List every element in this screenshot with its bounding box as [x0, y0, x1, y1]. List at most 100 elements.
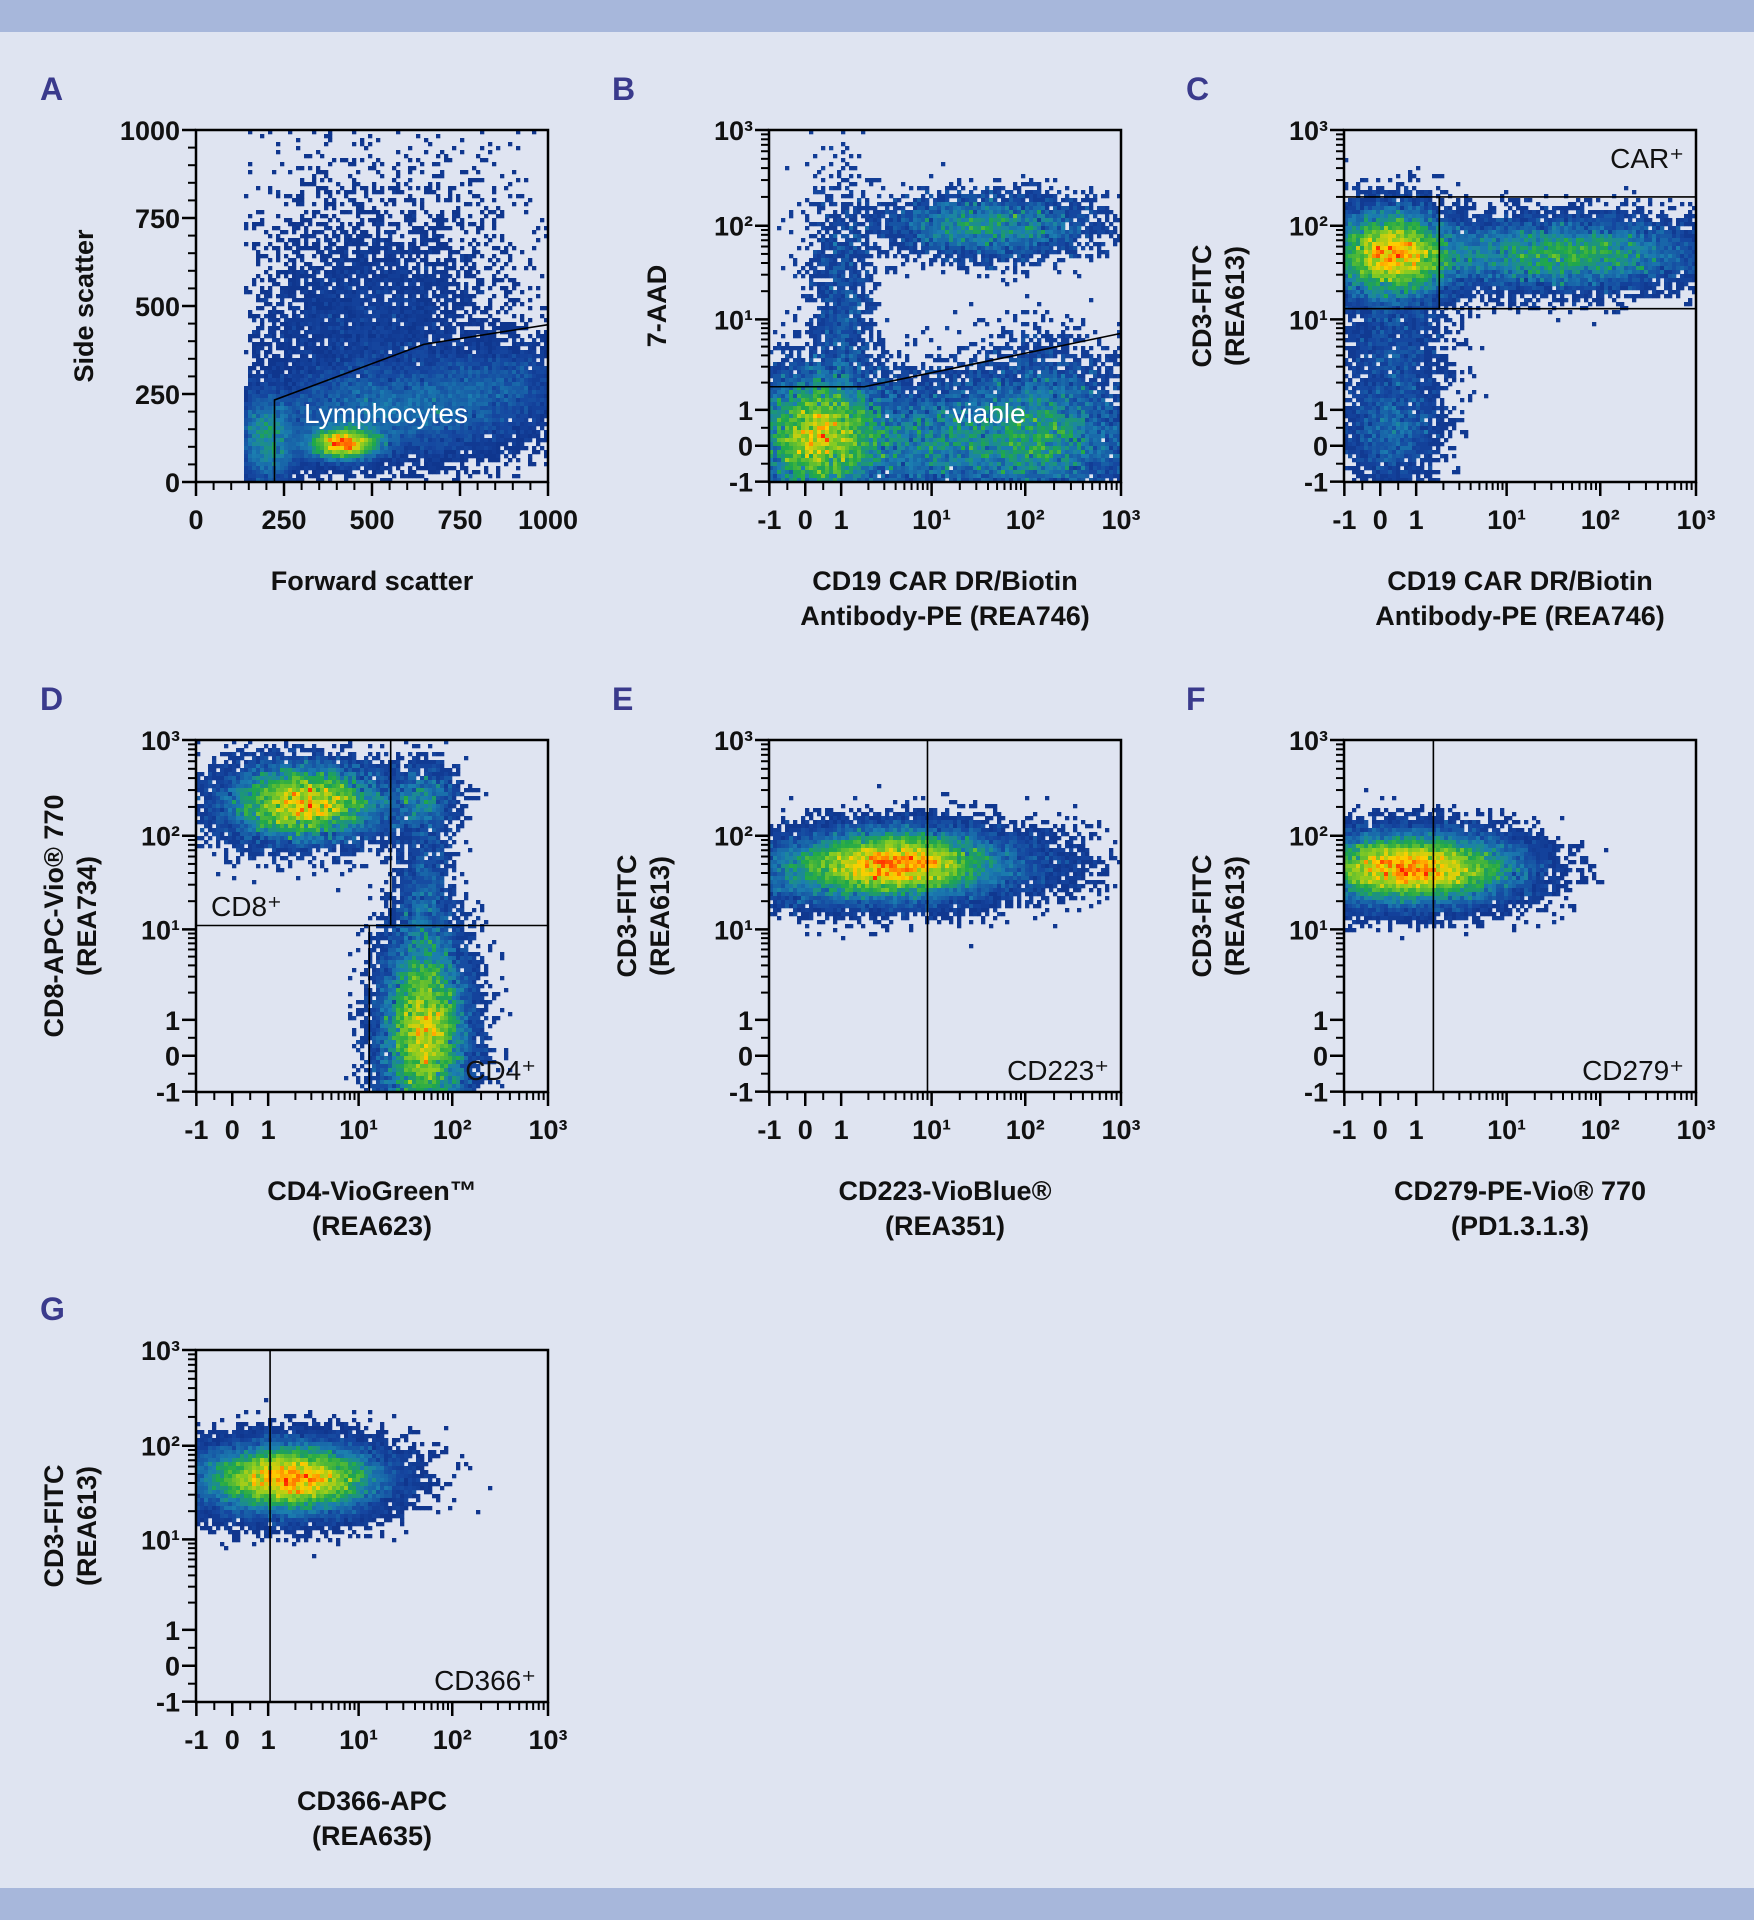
density-cell [388, 318, 392, 322]
density-cell [320, 338, 324, 342]
density-cell [356, 246, 360, 250]
density-cell [260, 298, 264, 302]
density-cell [312, 214, 316, 218]
density-cell [460, 182, 464, 186]
density-cell [336, 190, 340, 194]
density-cell [300, 334, 304, 338]
density-cell [268, 278, 272, 282]
density-cell [540, 314, 544, 318]
density-cell [344, 282, 348, 286]
density-cell [424, 302, 428, 306]
density-cell [332, 310, 336, 314]
density-cell [468, 362, 472, 366]
density-cell [344, 158, 348, 162]
density-cell [496, 310, 500, 314]
density-cell [452, 214, 456, 218]
density-cell [368, 326, 372, 330]
density-cell [348, 190, 352, 194]
density-cell [344, 294, 348, 298]
density-cell [480, 338, 484, 342]
density-cell [324, 370, 328, 374]
density-cell [428, 262, 432, 266]
density-cell [396, 310, 400, 314]
density-cell [520, 338, 524, 342]
density-cell [360, 314, 364, 318]
density-cell [384, 274, 388, 278]
density-cell [336, 302, 340, 306]
density-cell [328, 318, 332, 322]
density-cell [492, 262, 496, 266]
density-cell [280, 230, 284, 234]
density-cell [516, 370, 520, 374]
density-cell [312, 178, 316, 182]
density-cell [280, 334, 284, 338]
density-cell [312, 334, 316, 338]
density-cell [324, 306, 328, 310]
density-cell [328, 274, 332, 278]
density-cell [252, 318, 256, 322]
density-cell [468, 242, 472, 246]
density-cell [488, 238, 492, 242]
density-cell [456, 358, 460, 362]
density-cell [420, 302, 424, 306]
density-cell [320, 366, 324, 370]
density-cell [472, 330, 476, 334]
density-cell [316, 298, 320, 302]
density-cell [292, 326, 296, 330]
density-cell [400, 366, 404, 370]
density-cell [528, 298, 532, 302]
density-cell [352, 298, 356, 302]
density-cell [400, 370, 404, 374]
density-cell [356, 206, 360, 210]
density-cell [488, 258, 492, 262]
density-cell [356, 358, 360, 362]
density-cell [276, 246, 280, 250]
density-cell [404, 330, 408, 334]
density-cell [436, 234, 440, 238]
density-cell [376, 290, 380, 294]
density-cell [432, 246, 436, 250]
density-cell [380, 370, 384, 374]
density-cell [460, 354, 464, 358]
density-cell [392, 358, 396, 362]
density-cell [536, 238, 540, 242]
density-cell [328, 254, 332, 258]
density-cell [296, 362, 300, 366]
density-cell [324, 190, 328, 194]
density-cell [420, 250, 424, 254]
density-cell [400, 210, 404, 214]
density-cell [396, 290, 400, 294]
density-cell [448, 350, 452, 354]
density-cell [460, 326, 464, 330]
density-cell [452, 290, 456, 294]
density-cell [380, 310, 384, 314]
density-cell [452, 326, 456, 330]
density-cell [268, 302, 272, 306]
density-cell [416, 254, 420, 258]
density-cell [416, 350, 420, 354]
density-cell [468, 190, 472, 194]
density-cell [500, 358, 504, 362]
density-cell [376, 334, 380, 338]
density-cell [484, 214, 488, 218]
density-cell [316, 194, 320, 198]
density-cell [296, 366, 300, 370]
density-cell [344, 298, 348, 302]
density-cell [292, 266, 296, 270]
density-cell [428, 366, 432, 370]
density-cell [468, 298, 472, 302]
density-cell [436, 250, 440, 254]
density-cell [284, 350, 288, 354]
density-cell [424, 290, 428, 294]
density-cell [476, 282, 480, 286]
density-cell [256, 350, 260, 354]
density-cell [276, 310, 280, 314]
density-cell [340, 330, 344, 334]
density-cell [352, 242, 356, 246]
density-cell [316, 210, 320, 214]
density-cell [460, 222, 464, 226]
density-cell [288, 194, 292, 198]
density-cell [336, 338, 340, 342]
density-cell [352, 250, 356, 254]
